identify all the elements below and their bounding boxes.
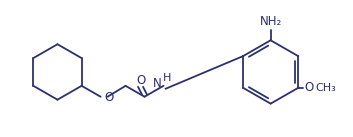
Text: CH₃: CH₃ — [315, 83, 336, 93]
Text: O: O — [304, 81, 313, 94]
Text: O: O — [104, 91, 114, 104]
Text: H: H — [163, 73, 172, 83]
Text: N: N — [153, 77, 162, 90]
Text: O: O — [136, 74, 145, 87]
Text: NH₂: NH₂ — [259, 15, 282, 28]
